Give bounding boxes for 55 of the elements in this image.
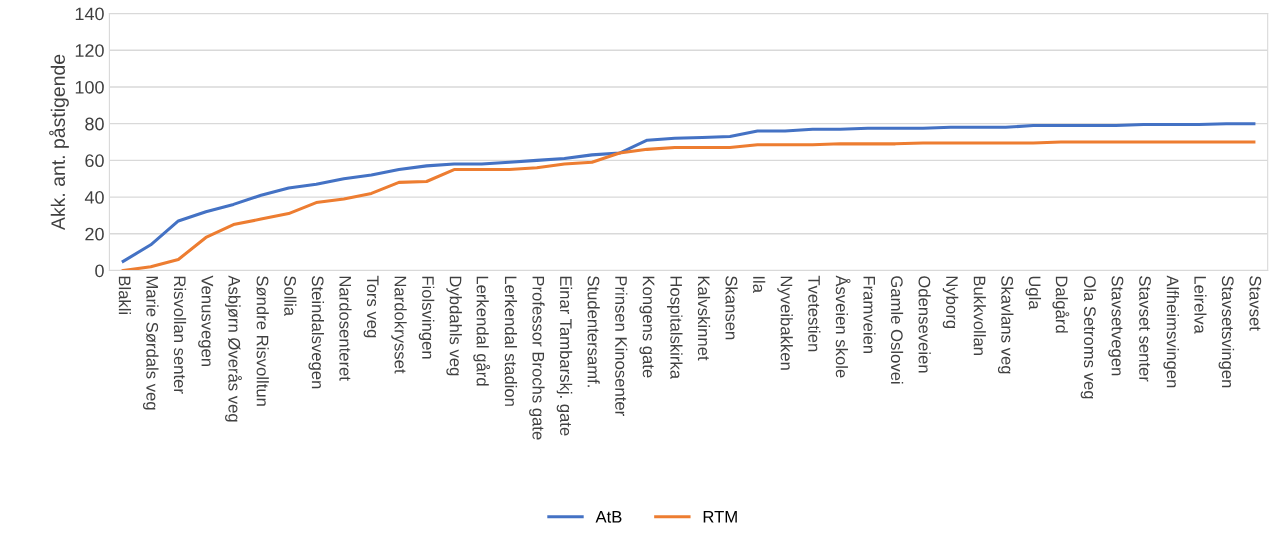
x-tick-label: Hospitalskirka [666, 276, 683, 380]
x-tick-label: Stavsetsvingen [1218, 276, 1235, 388]
x-tick-label: Åsveien skole [835, 275, 851, 378]
x-tick-label: Kalvskinnet [697, 276, 711, 361]
x-tick-label: Søndre Risvolltun [256, 276, 269, 406]
x-tick-label: Professor Brochs gate [529, 276, 545, 440]
x-tick-label: Bukkvollan [973, 276, 986, 355]
x-tick-label: Skavlans veg [997, 276, 1014, 374]
x-tick-label: Dybdahls veg [446, 276, 462, 376]
y-tick-label: 80 [85, 117, 104, 131]
line-series [121, 140, 1256, 271]
y-tick-label: 0 [95, 264, 104, 278]
x-tick-label: Nardosenteret [339, 276, 352, 381]
x-tick-label: Sollia [284, 276, 297, 317]
x-tick-label: Kongens gate [639, 276, 655, 378]
x-tick-label: Stavset senter [1139, 276, 1151, 382]
x-tick-label: Dalgård [1052, 276, 1070, 333]
x-tick-label: Ola Setroms veg [1080, 276, 1097, 399]
y-tick-label: 40 [84, 191, 104, 204]
y-tick-label: 60 [85, 154, 104, 168]
y-axis-title: Akk. ant. påstigende [49, 54, 69, 231]
x-tick-label: Gamle Oslovei [890, 276, 904, 384]
x-tick-label: Stavsetvegen [1108, 276, 1124, 376]
x-tick-label: Skansen [725, 276, 738, 340]
x-tick-label: Ila [753, 276, 766, 293]
x-tick-label: Nyveibakken [777, 276, 793, 370]
x-tick-label: Studentersamf. [587, 276, 600, 387]
x-tick-label: Asbjørn Øverås veg [225, 275, 242, 422]
y-tick-label: 20 [85, 227, 104, 241]
x-tick-label: Einar Tambarskj. gate [556, 276, 573, 436]
x-tick-label: Tors veg [363, 275, 379, 338]
legend-label: RTM [703, 511, 737, 523]
x-tick-label: Steindalsvegen [308, 276, 324, 389]
x-tick-label: Odenseveien [918, 276, 931, 373]
line-series [121, 122, 1256, 263]
x-tick-label: Lerkendal gård [473, 276, 491, 386]
x-tick-label: Stavset [1249, 276, 1262, 331]
x-tick-label: Blakli [118, 276, 131, 315]
y-tick-label: 140 [75, 7, 104, 21]
y-tick-label: 100 [75, 80, 104, 94]
x-tick-label: Leirelva [1194, 276, 1207, 334]
x-tick-label: Lerkendal stadion [504, 276, 518, 406]
x-tick-label: Fiolsvingen [418, 276, 435, 359]
legend-label: AtB [595, 511, 622, 523]
x-tick-label: Alfheimsvingen [1163, 275, 1179, 388]
x-tick-label: Risvollan senter [173, 276, 187, 394]
x-tick-label: Nardokrysset [391, 276, 407, 374]
x-tick-label: Nyborg [942, 276, 959, 329]
y-tick-label: 120 [75, 44, 104, 57]
x-tick-label: Ugla [1025, 276, 1042, 310]
x-tick-label: Tvetestien [808, 275, 821, 352]
x-tick-label: Venusvegen [198, 275, 214, 367]
x-tick-label: Prinsen Kinosenter [615, 276, 628, 416]
x-tick-label: Framveien [863, 276, 876, 354]
x-tick-label: Marie Sørdals veg [142, 276, 159, 410]
